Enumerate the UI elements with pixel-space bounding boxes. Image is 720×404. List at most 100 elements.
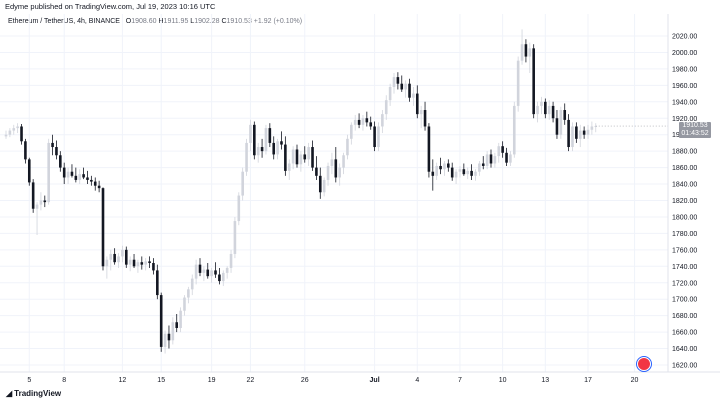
candle-body (435, 165, 438, 176)
candle-body (462, 169, 466, 175)
candle-body (450, 167, 454, 178)
price-tick-label: 1640.00 (672, 346, 697, 353)
candle-body (512, 105, 516, 155)
candle-body (268, 128, 272, 143)
candle-body (575, 126, 578, 139)
close-label: C (221, 18, 227, 25)
candle-body (547, 105, 551, 115)
candle-body (481, 163, 485, 166)
candle-body (567, 119, 570, 148)
candle-body (276, 141, 279, 155)
candle-body (229, 253, 233, 268)
candle-body (458, 169, 462, 172)
candle-body (357, 119, 361, 125)
price-tick-label: 1800.00 (672, 214, 697, 221)
candle-body (8, 130, 12, 135)
time-tick-label: 13 (541, 377, 549, 384)
flag-icon[interactable] (637, 357, 651, 371)
candle-body (233, 221, 237, 254)
publisher-info: Edyme published on TradingView.com, Jul … (5, 2, 216, 11)
candle-body (35, 204, 39, 209)
price-tick-label: 1660.00 (672, 330, 697, 337)
candle-body (101, 188, 105, 267)
candle-body (326, 165, 330, 180)
candle-body (109, 253, 113, 260)
time-tick-label: 10 (499, 377, 507, 384)
last-price: 1910.53 (682, 122, 708, 129)
price-tick-label: 1680.00 (672, 313, 697, 320)
price-tick-label: 1760.00 (672, 247, 697, 254)
candle-body (43, 200, 47, 203)
tradingview-brand: TradingView (14, 389, 62, 398)
candle-body (295, 149, 299, 165)
candle-body (272, 142, 276, 155)
price-tick-label: 1880.00 (672, 149, 697, 156)
candle-body (478, 163, 481, 172)
change-value: +1.92 (+0.10%) (253, 18, 303, 25)
candle-body (555, 118, 559, 135)
candle-body (187, 289, 190, 298)
candle-body (144, 261, 147, 265)
candle-body (124, 249, 128, 265)
candle-body (249, 124, 252, 143)
candle-body (253, 124, 256, 156)
candle-body (392, 77, 396, 87)
candle-body (350, 124, 353, 139)
candle-body (346, 138, 349, 156)
price-tick-label: 1940.00 (672, 99, 697, 106)
candle-body (361, 118, 365, 125)
time-tick-label: 17 (584, 377, 592, 384)
candle-body (431, 171, 435, 176)
candle-body (93, 181, 97, 186)
tradingview-logo[interactable]: ◢ TradingView (6, 389, 61, 398)
candle-body (82, 174, 85, 178)
candlestick-chart[interactable]: 1620.00 1640.00 1660.00 1680.00 1700.00 1720.… (0, 14, 720, 386)
candle-body (563, 110, 567, 120)
price-tick-label: 1740.00 (672, 264, 697, 271)
candle-body (594, 126, 598, 127)
candle-body (516, 60, 520, 106)
candle-body (152, 263, 155, 271)
candle-body (221, 272, 225, 282)
time-tick-label: Jul (370, 377, 380, 384)
candle-body (524, 44, 528, 57)
price-tick-label: 1620.00 (672, 363, 697, 370)
candle-body (342, 155, 345, 168)
candle-body (303, 154, 307, 160)
candle-body (198, 264, 202, 273)
candle-body (260, 147, 264, 152)
price-tick-label: 1720.00 (672, 280, 697, 287)
candle-body (206, 269, 210, 277)
candle-body (291, 149, 295, 164)
price-tick-label: 1700.00 (672, 297, 697, 304)
candle-body (225, 267, 229, 273)
candle-body (51, 142, 54, 148)
candle-body (167, 333, 171, 341)
candle-body (559, 110, 563, 135)
candle-body (4, 134, 8, 137)
candle-body (443, 163, 446, 170)
open-value: 1908.60 (131, 18, 157, 25)
candle-body (70, 171, 74, 176)
candle-body (117, 256, 120, 263)
candle-body (330, 159, 334, 166)
candle-body (520, 44, 524, 61)
candle-body (183, 297, 186, 311)
bar-countdown: 01:43:52 (681, 130, 709, 137)
candle-body (485, 154, 489, 166)
candle-body (427, 126, 431, 172)
candle-body (210, 270, 213, 277)
candle-body (369, 122, 373, 127)
candle-body (113, 253, 116, 263)
chart-footer: ◢ TradingView (0, 386, 720, 404)
high-value: 1911.95 (163, 18, 189, 25)
candle-body (256, 147, 260, 156)
chart-header: Edyme published on TradingView.com, Jul … (0, 0, 720, 14)
candle-body (415, 93, 419, 115)
candle-body (264, 128, 268, 152)
time-tick-label: 4 (415, 377, 419, 384)
candle-body (105, 259, 109, 267)
time-tick-label: 22 (247, 377, 255, 384)
candle-body (315, 167, 318, 176)
candle-body (311, 147, 314, 168)
